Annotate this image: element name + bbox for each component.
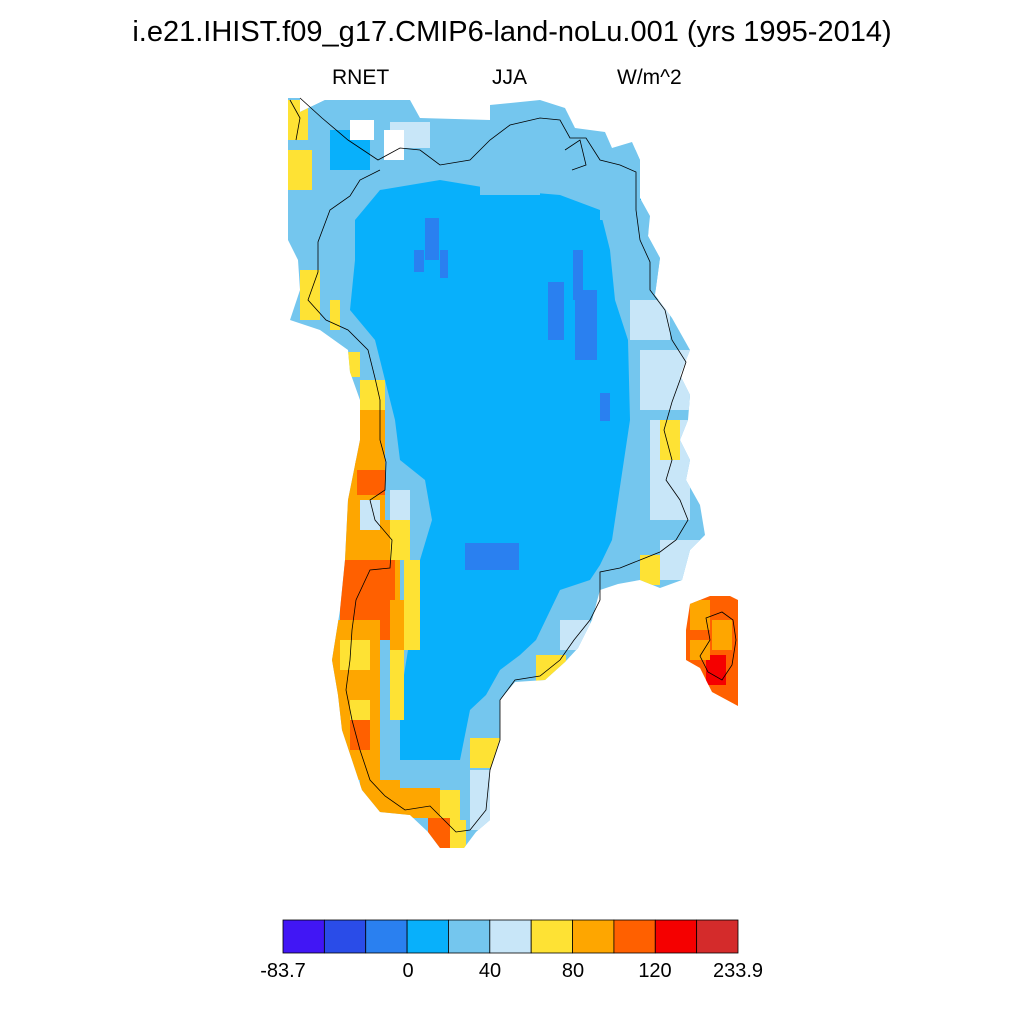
colorbar-swatch xyxy=(530,919,573,954)
colorbar-swatch xyxy=(613,919,656,954)
colorbar-swatch xyxy=(323,919,367,954)
plot-title: i.e21.IHIST.f09_g17.CMIP6-land-noLu.001 … xyxy=(132,16,892,48)
colorbar-label: 80 xyxy=(561,960,585,982)
iceland-field xyxy=(686,596,738,706)
units-label: W/m^2 xyxy=(617,66,682,89)
colorbar-swatch xyxy=(696,919,739,954)
colorbar-label: 0 xyxy=(402,960,414,982)
colorbar-swatch xyxy=(365,919,408,954)
colorbar-swatch xyxy=(654,919,698,954)
colorbar-label: 40 xyxy=(478,960,502,982)
colorbar-label: 233.9 xyxy=(712,960,764,982)
colorbar-swatch xyxy=(572,919,615,954)
season-label: JJA xyxy=(492,66,528,89)
colorbar-swatch xyxy=(448,919,491,954)
colorbar-label: -83.7 xyxy=(260,960,306,982)
colorbar-swatch xyxy=(489,919,532,954)
variable-label: RNET xyxy=(332,66,390,89)
colorbar-label: 120 xyxy=(638,960,672,982)
colorbar-swatch xyxy=(406,919,449,954)
colorbar-swatch xyxy=(282,919,325,954)
